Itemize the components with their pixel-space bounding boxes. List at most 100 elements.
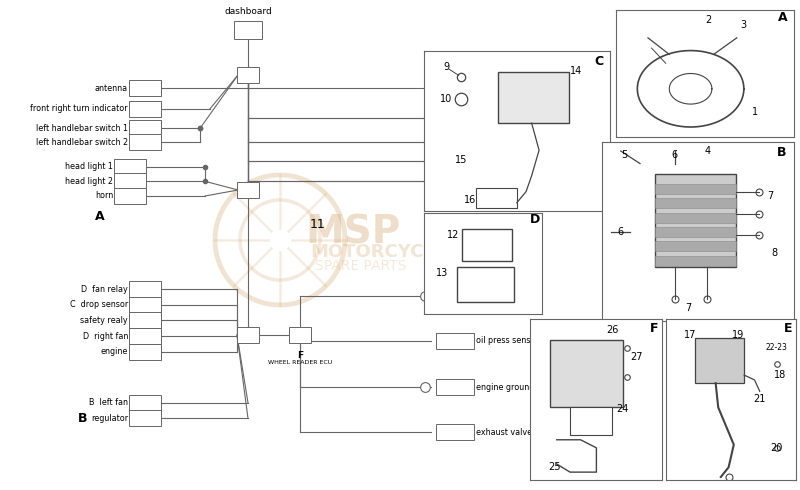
Bar — [431, 110, 469, 125]
Bar — [655, 198, 736, 208]
Text: oil press sensor: oil press sensor — [476, 336, 538, 345]
Text: 1: 1 — [751, 107, 758, 117]
Text: 11: 11 — [310, 219, 326, 231]
Text: 25: 25 — [548, 462, 561, 472]
Bar — [237, 67, 259, 83]
Bar — [431, 134, 469, 150]
Text: MOTORCYCLE: MOTORCYCLE — [310, 243, 447, 261]
Text: left handlebar switch 2: left handlebar switch 2 — [36, 138, 128, 147]
Bar — [129, 281, 161, 297]
Text: A: A — [95, 210, 105, 222]
Text: D  fan relay: D fan relay — [82, 285, 128, 294]
Text: clutch switch: clutch switch — [471, 177, 523, 186]
Text: E: E — [539, 111, 547, 124]
Text: head light 1: head light 1 — [65, 162, 113, 171]
Bar — [457, 268, 514, 301]
Text: antenna: antenna — [95, 84, 128, 93]
Text: 2: 2 — [706, 15, 711, 25]
Bar — [462, 229, 512, 261]
Text: 20: 20 — [770, 443, 782, 453]
Bar — [289, 327, 311, 343]
Text: F: F — [650, 322, 658, 335]
Text: 15: 15 — [455, 155, 467, 165]
Text: 19: 19 — [731, 330, 744, 340]
Bar — [476, 189, 517, 208]
Bar — [129, 134, 161, 150]
Text: horn: horn — [94, 192, 113, 200]
Text: 6: 6 — [618, 226, 624, 237]
Text: 12: 12 — [447, 230, 460, 240]
Text: B: B — [78, 412, 87, 425]
Bar — [234, 21, 262, 39]
Text: head light 2: head light 2 — [65, 177, 113, 186]
Text: C  drop sensor: C drop sensor — [70, 300, 128, 309]
Text: 9: 9 — [443, 62, 450, 73]
Text: 10: 10 — [440, 94, 452, 104]
Text: 17: 17 — [683, 330, 696, 340]
Bar — [129, 313, 161, 328]
Text: D  right fan: D right fan — [82, 332, 128, 341]
Text: WHEEL READER ECU: WHEEL READER ECU — [268, 360, 332, 365]
Bar — [436, 379, 474, 395]
Text: front left turn indicator: front left turn indicator — [471, 84, 563, 93]
Bar — [436, 333, 474, 348]
Text: 5: 5 — [622, 149, 628, 160]
Bar — [431, 80, 469, 96]
Text: 7: 7 — [685, 303, 691, 314]
Bar — [436, 424, 474, 440]
Bar — [129, 344, 161, 360]
Bar — [655, 256, 736, 266]
Bar — [237, 182, 259, 198]
Text: 26: 26 — [606, 325, 618, 335]
Text: D: D — [530, 213, 541, 226]
Bar — [655, 174, 736, 268]
Bar — [695, 338, 744, 383]
Text: C: C — [594, 54, 603, 68]
Text: dashboard: dashboard — [224, 7, 272, 16]
Text: 8: 8 — [771, 248, 778, 258]
Bar — [498, 72, 569, 123]
Text: 7: 7 — [767, 191, 774, 201]
Text: SPARE PARTS: SPARE PARTS — [315, 259, 406, 273]
Bar — [570, 408, 612, 435]
Text: 24: 24 — [617, 404, 629, 414]
Bar — [114, 188, 146, 204]
Bar — [129, 411, 161, 426]
Text: left handlebar switch 1: left handlebar switch 1 — [36, 124, 128, 133]
Bar — [114, 173, 146, 189]
Text: 3: 3 — [741, 20, 747, 30]
Text: E: E — [784, 322, 793, 335]
Text: 14: 14 — [570, 66, 582, 75]
Text: F: F — [297, 351, 303, 360]
Text: rigth handlebar switch: rigth handlebar switch — [471, 138, 562, 147]
Bar — [129, 121, 161, 136]
Text: 13: 13 — [436, 269, 448, 278]
Text: A: A — [778, 11, 788, 24]
Text: main switch: main switch — [471, 113, 519, 122]
Text: 18: 18 — [774, 370, 786, 380]
Bar — [655, 184, 736, 194]
Text: regulator: regulator — [91, 414, 128, 423]
Text: 21: 21 — [754, 394, 766, 404]
Text: starter motor: starter motor — [476, 292, 530, 301]
Bar — [436, 289, 474, 304]
Text: front right turn indicator: front right turn indicator — [30, 104, 128, 113]
Text: safety realy: safety realy — [80, 316, 128, 325]
Bar — [655, 213, 736, 222]
Text: 4: 4 — [704, 146, 710, 156]
Bar — [550, 340, 623, 408]
Bar — [129, 101, 161, 117]
Text: exhaust valve motor: exhaust valve motor — [476, 428, 559, 437]
Text: 27: 27 — [630, 352, 642, 362]
Bar — [431, 153, 469, 169]
Bar — [129, 328, 161, 344]
Text: B  left fan: B left fan — [89, 398, 128, 407]
Bar — [129, 80, 161, 96]
Text: engine: engine — [101, 347, 128, 356]
Bar — [129, 297, 161, 313]
Text: MSP: MSP — [305, 213, 400, 251]
Text: 6: 6 — [671, 149, 678, 160]
Bar — [114, 159, 146, 174]
Text: 22-23: 22-23 — [766, 343, 787, 352]
Bar — [129, 395, 161, 411]
